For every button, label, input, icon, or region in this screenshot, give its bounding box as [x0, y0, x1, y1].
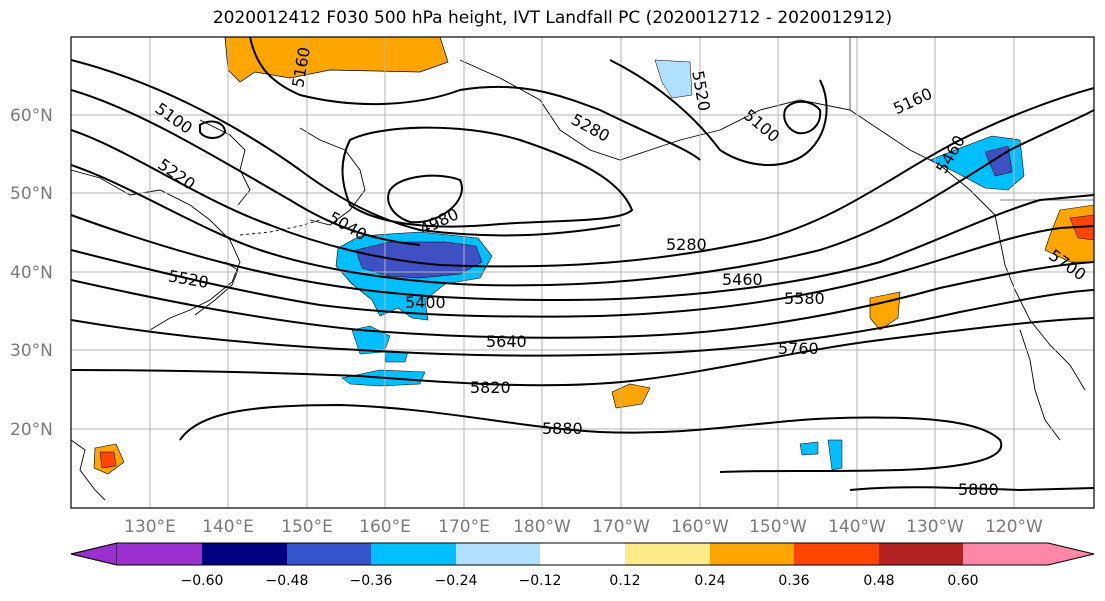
contour-line [71, 87, 1094, 268]
colorbar-tick: −0.24 [435, 573, 478, 589]
contour-line [249, 37, 701, 161]
contour-line [71, 261, 1094, 339]
contour-line [341, 126, 634, 228]
colorbar-tick: 0.12 [609, 573, 640, 589]
colorbar-tick: −0.60 [181, 573, 224, 589]
contour-line [783, 100, 822, 135]
colorbar-cell [117, 543, 202, 565]
lon-label: 130°E [124, 517, 176, 537]
contour-label: 5580 [784, 289, 825, 308]
colorbar-cell [794, 543, 879, 565]
lon-label: 160°W [671, 517, 729, 537]
colorbar-cell [710, 543, 794, 565]
contour-label: 5460 [722, 270, 763, 289]
coastline-west-us [994, 214, 1086, 391]
lat-axis: 60°N 50°N 40°N 30°N 20°N [10, 106, 53, 440]
lat-label: 40°N [10, 263, 53, 283]
contour-label: 5880 [958, 480, 999, 499]
height-contours [71, 37, 1094, 492]
lon-axis: 130°E 140°E 150°E 160°E 170°E 180°W 170°… [124, 517, 1043, 537]
contour-label: 5400 [405, 293, 446, 312]
colorbar-cell [202, 543, 287, 565]
ivt-positive-region [869, 291, 901, 331]
lon-label: 120°W [985, 517, 1043, 537]
contour-line [71, 194, 1094, 302]
colorbar-tick: 0.60 [947, 573, 978, 589]
coastlines [71, 37, 1094, 501]
colorbar-cell [371, 543, 456, 565]
ivt-negative-region [799, 441, 819, 456]
contour-line [199, 120, 227, 139]
contour-label: 5880 [542, 419, 583, 438]
map-body: 5100 5160 5220 5280 5520 4980 5040 5400 … [71, 37, 1094, 508]
lon-label: 170°E [438, 517, 490, 537]
lon-label: 140°E [202, 517, 254, 537]
lat-label: 60°N [10, 106, 53, 126]
colorbar-cell [625, 543, 710, 565]
ivt-positive-core [99, 451, 117, 469]
contour-line [71, 317, 1094, 387]
lat-label: 30°N [10, 341, 53, 361]
contour-label: 5640 [486, 332, 527, 351]
colorbar-tick: 0.48 [863, 573, 894, 589]
colorbar-tick: −0.12 [519, 573, 562, 589]
colorbar-cell [540, 543, 625, 565]
lon-label: 140°W [828, 517, 886, 537]
contour-line [387, 174, 463, 224]
colorbar-tick: 0.36 [778, 573, 809, 589]
contour-line [179, 403, 1003, 473]
coastline-alaska [459, 59, 996, 216]
contour-line [71, 109, 1094, 287]
colorbar-cell [879, 543, 963, 565]
coastline-asia [71, 169, 241, 331]
ivt-negative-region [384, 351, 409, 363]
coastline-philippines [71, 439, 106, 501]
lon-label: 160°E [359, 517, 411, 537]
contour-line [71, 289, 1094, 357]
colorbar-ticks: −0.60 −0.48 −0.36 −0.24 −0.12 0.12 0.24 … [181, 573, 979, 589]
colorbar-extend-max [963, 543, 1094, 565]
colorbar-tick: −0.48 [266, 573, 309, 589]
contour-label: 5280 [666, 235, 707, 254]
colorbar: −0.60 −0.48 −0.36 −0.24 −0.12 0.12 0.24 … [70, 542, 1095, 589]
ivt-negative-region [827, 439, 843, 471]
ivt-negative-region [654, 59, 693, 99]
lon-label: 150°E [281, 517, 333, 537]
colorbar-cell [456, 543, 540, 565]
lon-label: 170°W [592, 517, 650, 537]
lon-label: 150°W [749, 517, 807, 537]
colorbar-cell [287, 543, 371, 565]
lat-label: 50°N [10, 184, 53, 204]
map-frame [70, 36, 1095, 509]
contour-line [71, 89, 421, 246]
contour-line [71, 225, 1094, 318]
lon-label: 130°W [906, 517, 964, 537]
ivt-shading [93, 37, 1094, 475]
colorbar-extend-min [70, 542, 118, 566]
contour-label: 5760 [778, 339, 819, 358]
contour-label: 5820 [470, 378, 511, 397]
lon-label: 180°W [513, 517, 571, 537]
map-title: 2020012412 F030 500 hPa height, IVT Land… [212, 8, 893, 28]
colorbar-tick: 0.24 [694, 573, 725, 589]
contour-line [849, 486, 1094, 492]
colorbar-outline [70, 542, 1095, 566]
contour-line [609, 59, 828, 166]
coastline-japan [194, 261, 239, 316]
colorbar-tick: −0.36 [350, 573, 393, 589]
ivt-positive-region [224, 37, 449, 83]
lat-label: 20°N [10, 420, 53, 440]
